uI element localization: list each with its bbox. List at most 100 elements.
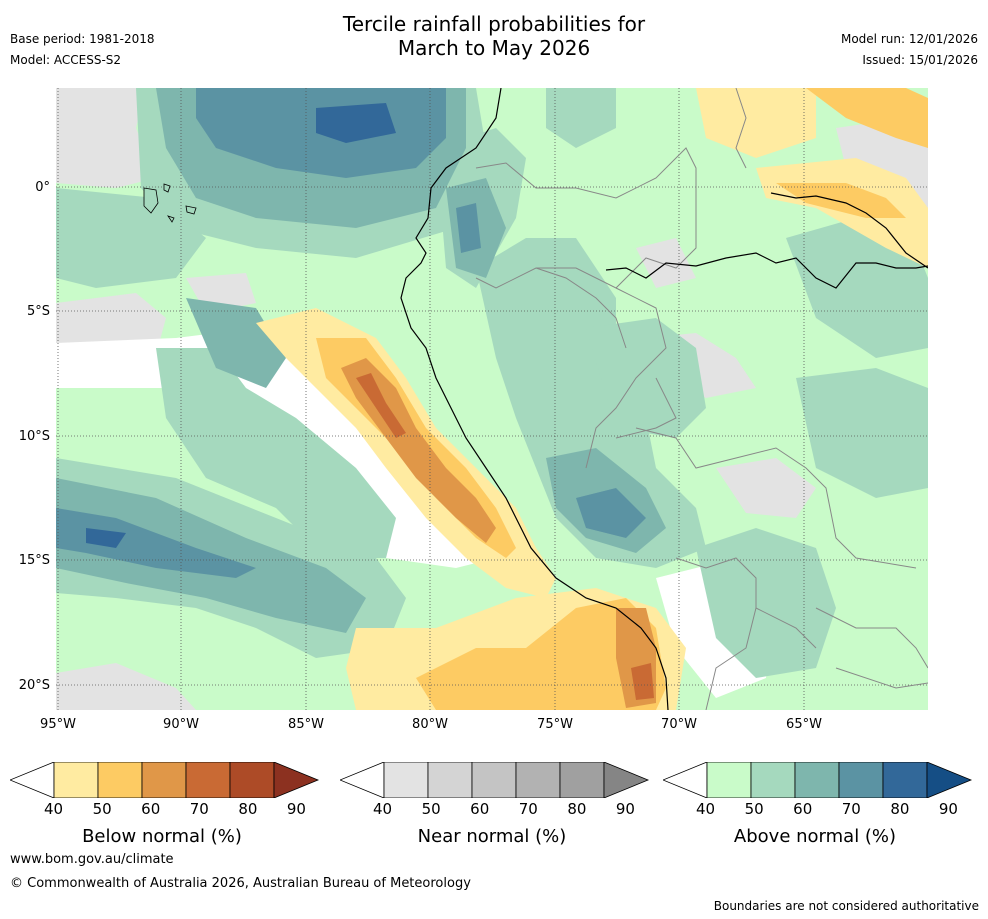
colorbar-swatch bbox=[838, 761, 884, 799]
above-normal-50 bbox=[696, 528, 836, 678]
colorbar-swatch bbox=[185, 761, 231, 799]
tick: 90 bbox=[286, 800, 306, 818]
colorbar-extend-low bbox=[661, 761, 708, 799]
tick: 40 bbox=[696, 800, 716, 818]
above-normal-50 bbox=[56, 188, 206, 288]
colorbar-swatch bbox=[515, 761, 561, 799]
tick: 60 bbox=[470, 800, 490, 818]
galapagos-islands bbox=[143, 183, 197, 223]
above-normal-80 bbox=[316, 103, 396, 143]
colorbar-extend-high bbox=[273, 761, 320, 799]
tick: 50 bbox=[92, 800, 112, 818]
tick: 40 bbox=[44, 800, 64, 818]
colorbar-near-normal bbox=[338, 761, 650, 802]
graticule bbox=[56, 88, 928, 710]
colorbar-swatch bbox=[794, 761, 840, 799]
below-ticks: 40 50 60 70 80 90 bbox=[44, 800, 306, 818]
lon-label-85w: 85°W bbox=[288, 717, 324, 732]
near-normal-area bbox=[56, 663, 196, 710]
colorbar-swatch bbox=[559, 761, 605, 799]
lon-label-80w: 80°W bbox=[412, 717, 448, 732]
model-name: Model: ACCESS-S2 bbox=[10, 53, 122, 67]
lon-label-90w: 90°W bbox=[163, 717, 199, 732]
meta-right: Model run: 12/01/2026 Issued: 15/01/2026 bbox=[841, 31, 978, 68]
below-normal-70 bbox=[631, 663, 654, 700]
above-normal-50 bbox=[796, 368, 928, 498]
lon-label-75w: 75°W bbox=[537, 717, 573, 732]
title-line-2: March to May 2026 bbox=[397, 36, 591, 60]
tick: 80 bbox=[238, 800, 258, 818]
below-normal-40 bbox=[696, 88, 816, 158]
tick: 90 bbox=[938, 800, 958, 818]
lat-label-10s: 10°S bbox=[18, 429, 50, 444]
boundaries-disclaimer: Boundaries are not considered authoritat… bbox=[713, 899, 979, 913]
colorbar-extend-low bbox=[8, 761, 55, 799]
model-run: Model run: 12/01/2026 bbox=[840, 32, 978, 46]
map-title: Tercile rainfall probabilities for March… bbox=[0, 12, 988, 60]
colorbar-swatch bbox=[427, 761, 473, 799]
tick: 40 bbox=[373, 800, 393, 818]
rainfall-map bbox=[56, 88, 928, 710]
above-normal-50 bbox=[156, 348, 396, 558]
base-period: Base period: 1981-2018 bbox=[10, 32, 155, 46]
colorbar-swatch bbox=[97, 761, 143, 799]
lat-label-0: 0° bbox=[35, 180, 50, 195]
colorbar-swatch bbox=[53, 761, 99, 799]
above-normal-70 bbox=[576, 488, 646, 538]
lat-label-20s: 20°S bbox=[18, 678, 50, 693]
colorbar-above-swatches bbox=[661, 761, 973, 799]
above-normal-50 bbox=[476, 238, 706, 568]
lat-label-15s: 15°S bbox=[18, 553, 50, 568]
tick: 50 bbox=[421, 800, 441, 818]
coastline bbox=[400, 88, 928, 710]
colorbar-swatch bbox=[750, 761, 796, 799]
colorbar-extend-high bbox=[603, 761, 650, 799]
below-normal-50 bbox=[776, 183, 906, 218]
colorbar-below-normal bbox=[8, 761, 320, 802]
tick: 70 bbox=[841, 800, 861, 818]
near-normal-area bbox=[56, 88, 156, 188]
colorbar-swatch bbox=[471, 761, 517, 799]
near-normal-area bbox=[716, 458, 816, 518]
above-normal-70 bbox=[56, 508, 256, 578]
tick: 70 bbox=[518, 800, 538, 818]
above-normal-70 bbox=[456, 203, 481, 253]
lon-label-95w: 95°W bbox=[40, 717, 76, 732]
colorbar-extend-low bbox=[338, 761, 385, 799]
colorbar-swatch bbox=[882, 761, 928, 799]
above-normal-50 bbox=[786, 218, 928, 358]
website-link[interactable]: www.bom.gov.au/climate bbox=[10, 852, 174, 867]
below-normal-50 bbox=[416, 598, 666, 710]
colorbar-swatch bbox=[706, 761, 752, 799]
colorbar-above-normal bbox=[661, 761, 973, 802]
meta-left: Base period: 1981-2018 Model: ACCESS-S2 bbox=[10, 31, 155, 68]
title-line-1: Tercile rainfall probabilities for bbox=[342, 12, 646, 36]
lon-label-70w: 70°W bbox=[661, 717, 697, 732]
tick: 70 bbox=[189, 800, 209, 818]
colorbar-swatch bbox=[229, 761, 275, 799]
issued-date: Issued: 15/01/2026 bbox=[862, 53, 978, 67]
tick: 60 bbox=[141, 800, 161, 818]
colorbar-near-swatches bbox=[338, 761, 650, 799]
lat-label-5s: 5°S bbox=[26, 304, 50, 319]
colorbar-below-swatches bbox=[8, 761, 320, 799]
above-ticks: 40 50 60 70 80 90 bbox=[696, 800, 958, 818]
near-ticks: 40 50 60 70 80 90 bbox=[373, 800, 635, 818]
tick: 50 bbox=[744, 800, 764, 818]
above-normal-60 bbox=[186, 298, 286, 388]
tick: 80 bbox=[567, 800, 587, 818]
copyright-text: © Commonwealth of Australia 2026, Austra… bbox=[10, 876, 471, 891]
colorbar-extend-high bbox=[926, 761, 973, 799]
country-borders bbox=[475, 88, 928, 710]
colorbar-swatch bbox=[141, 761, 187, 799]
below-normal-70 bbox=[356, 373, 406, 438]
below-normal-50 bbox=[806, 88, 928, 148]
above-normal-title: Above normal (%) bbox=[733, 826, 897, 847]
tick: 80 bbox=[890, 800, 910, 818]
above-normal-80 bbox=[86, 528, 126, 548]
colorbar-swatch bbox=[383, 761, 429, 799]
tick: 90 bbox=[615, 800, 635, 818]
above-normal-50 bbox=[546, 88, 616, 148]
tick: 60 bbox=[793, 800, 813, 818]
lon-label-65w: 65°W bbox=[786, 717, 822, 732]
